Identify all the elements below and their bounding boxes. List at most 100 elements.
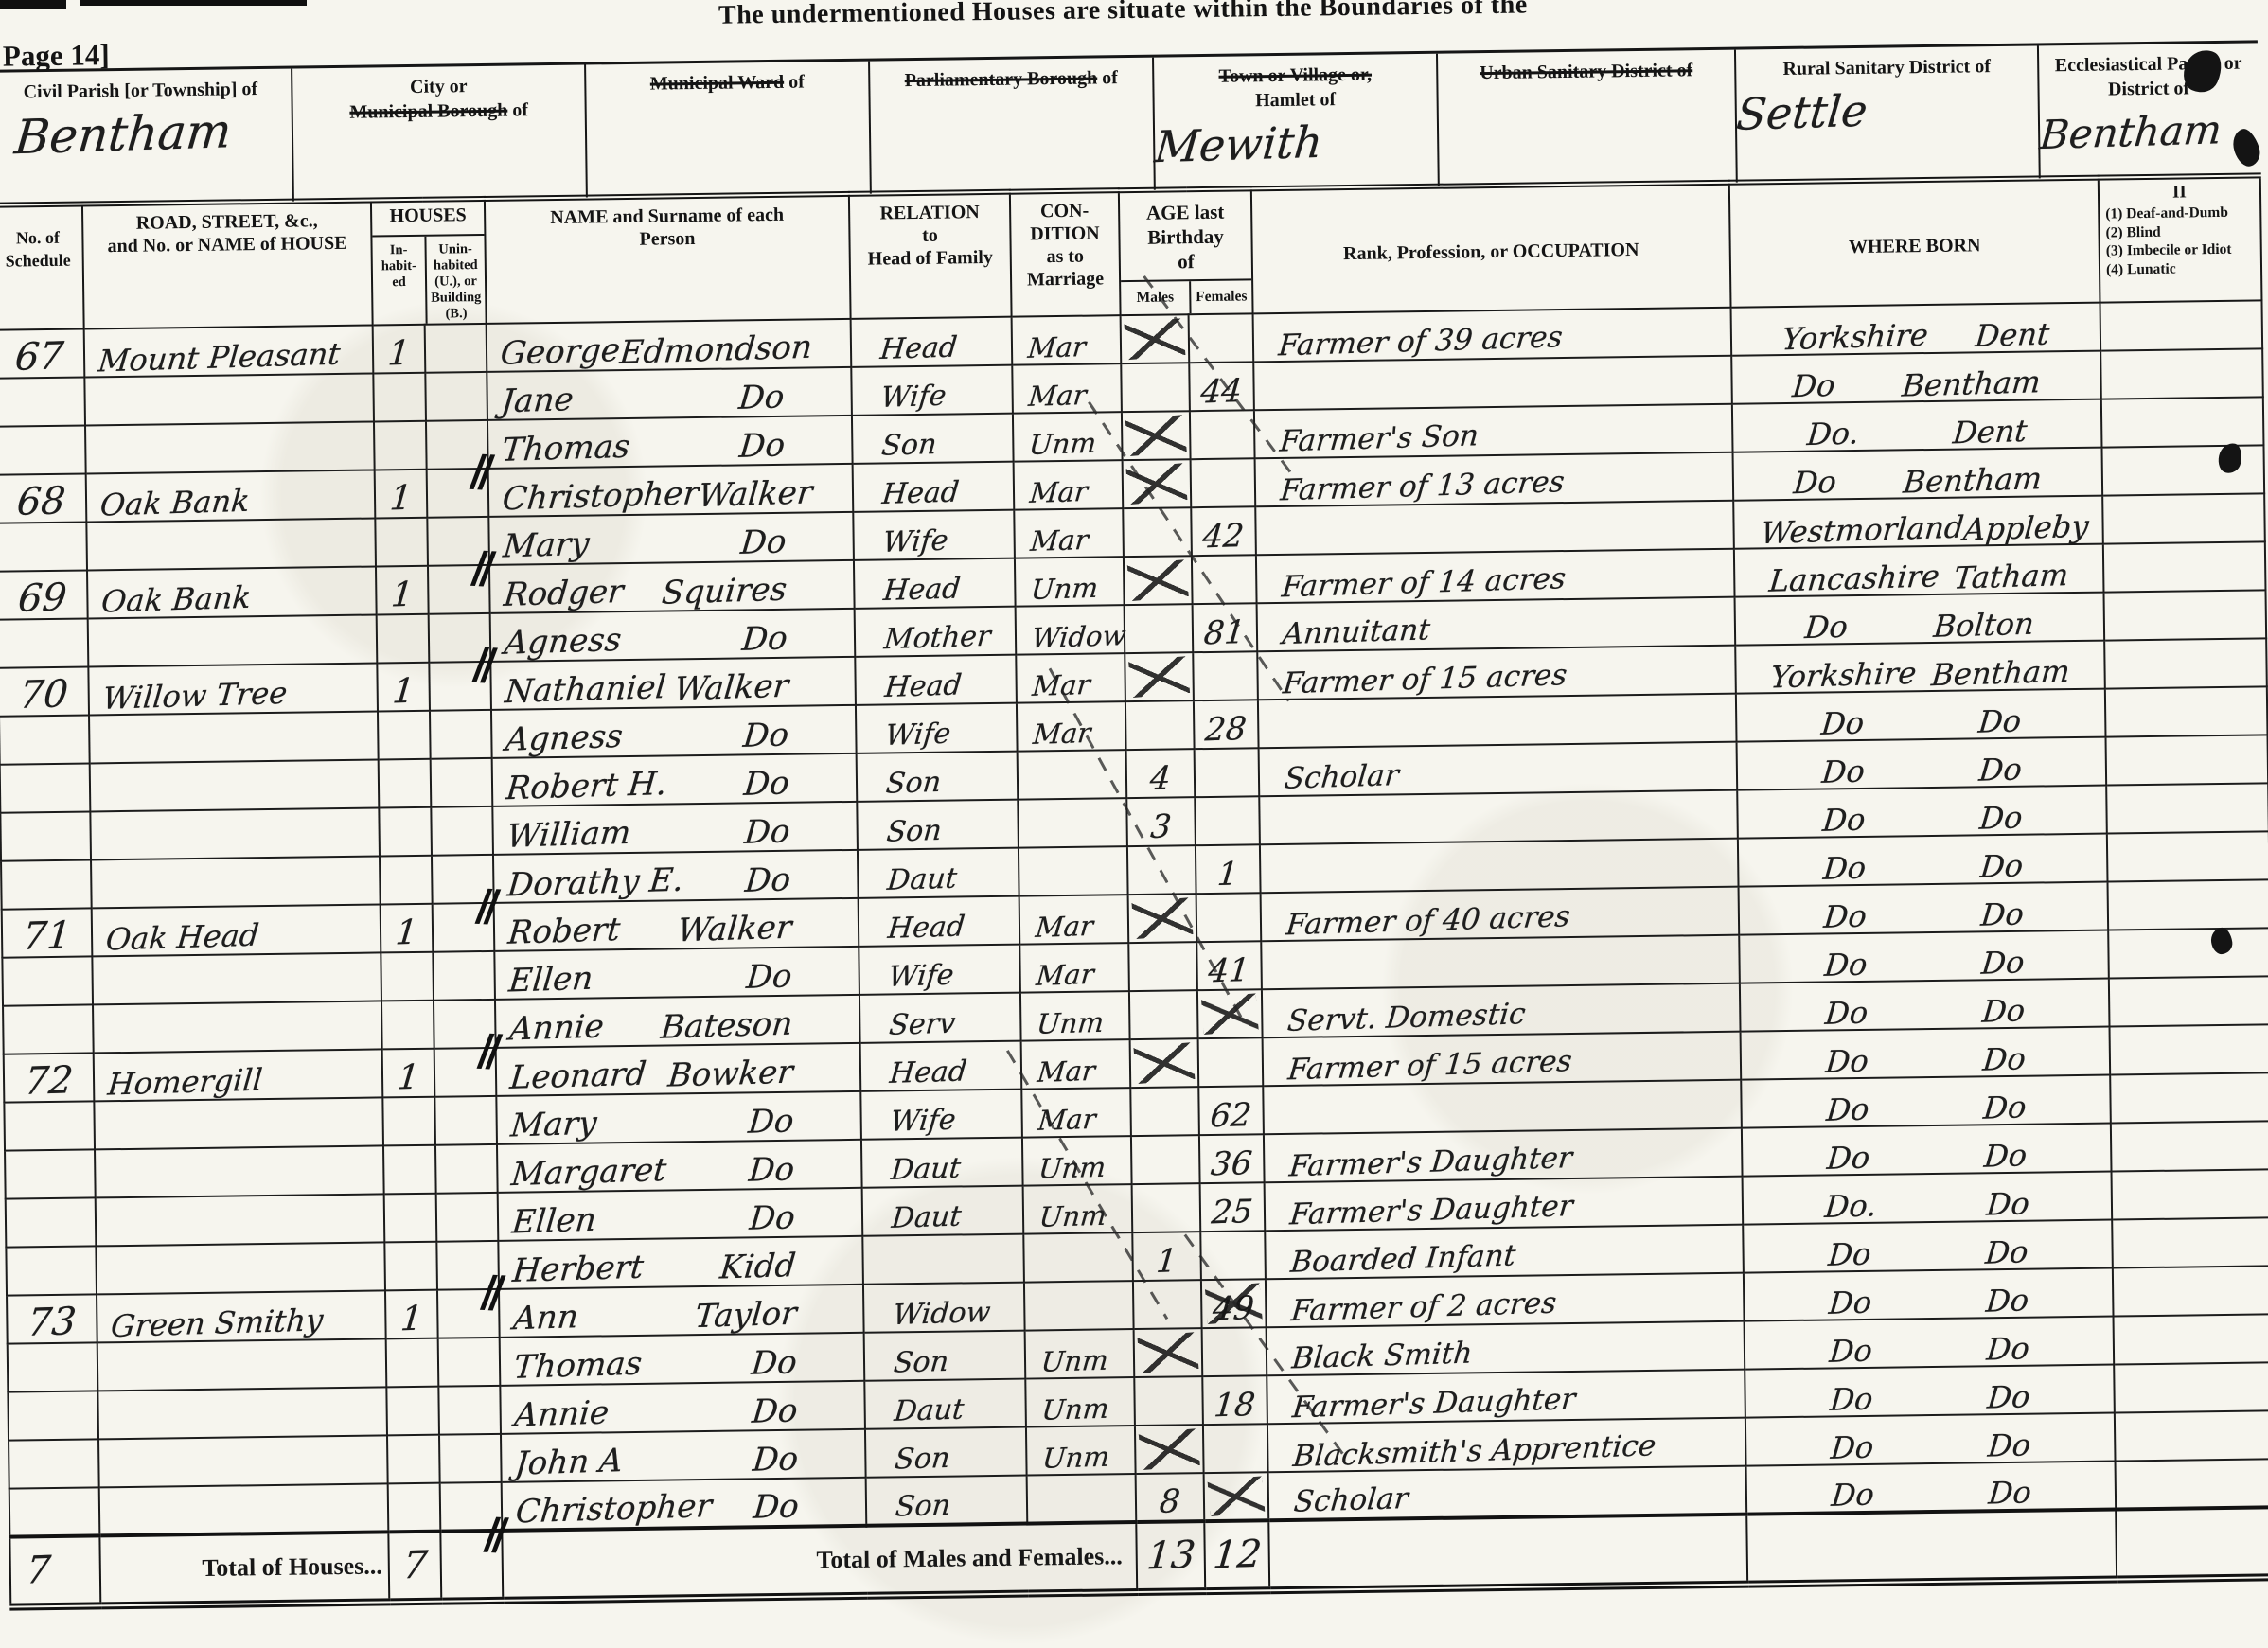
person-forename: Ellen — [510, 1200, 598, 1242]
cell-road — [94, 1097, 383, 1150]
cell-where-born: Do Do — [1745, 1461, 2117, 1515]
cell-blank — [1268, 1514, 1748, 1591]
age-female-value: 81 — [1202, 613, 1248, 653]
cell-condition: Mar — [1014, 508, 1124, 558]
person-forename: Robert — [506, 911, 622, 952]
cell-where-born: Do Bolton — [1734, 592, 2105, 646]
condition-value: Mar — [1035, 957, 1096, 992]
cell-where-born: Do Do — [1745, 1364, 2115, 1418]
infirmity-item: (1) Deaf-and-Dumb — [2105, 204, 2228, 222]
cell-person-name: Ellen Do — [494, 946, 859, 1000]
born-county: Do — [1826, 1235, 1872, 1273]
column-header-occupation: Rank, Profession, or OCCUPATION — [1250, 182, 1731, 314]
cell-person-name: Margaret Do — [497, 1139, 862, 1195]
cell-infirmity — [2110, 1072, 2268, 1124]
header-field-value: Settle — [1734, 84, 1870, 140]
inhabited-mark: 1 — [396, 1057, 421, 1098]
person-name: Robert H. Do — [505, 764, 791, 807]
age-male-value: 1 — [1154, 1242, 1179, 1281]
born-value: Westmorland Appleby — [1759, 508, 2090, 552]
cell-schedule: 69 — [0, 570, 88, 621]
person-surname: Do — [751, 1440, 801, 1480]
cell-schedule — [2, 956, 94, 1006]
column-header-females: Females — [1196, 288, 1248, 306]
person-forename: Thomas — [512, 1344, 645, 1387]
cell-infirmity — [2111, 1169, 2268, 1220]
person-surname: Do — [737, 378, 787, 417]
age-female-value: 42 — [1201, 517, 1247, 557]
relation-value: Head — [886, 910, 966, 946]
person-forename: Margaret — [509, 1151, 668, 1195]
person-name: Ann Taylor — [511, 1295, 799, 1338]
column-header-name: NAME and Surname of each Person — [484, 193, 851, 324]
cell-occupation: Servt. Domestic — [1261, 983, 1741, 1038]
occupation-value: Farmer of 13 acres — [1279, 465, 1567, 508]
cell-infirmity — [2115, 1459, 2268, 1510]
cell-uninhabited — [425, 371, 487, 421]
relation-value — [868, 1277, 893, 1278]
person-name: George Edmondson — [499, 328, 814, 373]
cell-age-female: 18 — [1202, 1375, 1267, 1425]
person-name: Mary Do — [502, 523, 788, 565]
census-table: No. of Schedule ROAD, STREET, &c., and N… — [0, 172, 2268, 1611]
born-county: Westmorland — [1759, 508, 1966, 552]
column-header-where-born: WHERE BORN — [1728, 177, 2100, 308]
condition-value: Unm — [1029, 571, 1100, 606]
person-surname: Walker — [672, 666, 790, 709]
born-value: Do Bentham — [1761, 460, 2075, 501]
cell-where-born: Do Do — [1741, 1123, 2112, 1177]
relation-value: Head — [888, 1054, 968, 1090]
column-header-uninhabited: Unin- habited (U.), or Building (B.) — [431, 241, 482, 322]
cell-footer-left-mark: 7 — [9, 1535, 101, 1607]
column-header-houses: HOUSES In- habit- ed Unin- habited (U.),… — [370, 198, 487, 326]
cell-condition: Mar — [1011, 315, 1122, 365]
cell-person-name: Mary Do — [496, 1090, 861, 1144]
cell-infirmity — [2114, 1410, 2268, 1462]
occupation-value: Annuitant — [1281, 612, 1432, 652]
relation-value: Wife — [887, 958, 956, 994]
cell-infirmity — [2108, 928, 2268, 979]
cell-age-female: 81 — [1192, 603, 1258, 653]
person-name: Robert Walker — [506, 909, 793, 952]
age-group-title: AGE last Birthday of — [1145, 200, 1225, 274]
household-separator-mark: ∕∕ — [479, 1265, 500, 1318]
age-female-value: 25 — [1210, 1193, 1255, 1232]
born-place: Do — [1986, 1426, 2032, 1464]
born-place: Bolton — [1932, 605, 2036, 645]
person-name: Ellen Do — [507, 957, 794, 1000]
person-name: Leonard Bowker — [508, 1054, 795, 1097]
cell-relation: Son — [863, 1330, 1026, 1381]
schedule-number: 67 — [12, 334, 66, 380]
person-surname: Walker — [696, 473, 814, 516]
person-name: Agness Do — [504, 716, 791, 758]
cell-inhabited — [387, 1482, 441, 1533]
cell-age-female — [1188, 313, 1254, 363]
header-field-label: Municipal Ward of — [586, 69, 868, 97]
cell-infirmity — [2100, 300, 2263, 351]
person-name: Annie Do — [513, 1391, 800, 1434]
cell-inhabited — [387, 1434, 440, 1484]
header-field-hamlet: Town or Village or, Hamlet of Mewith — [1153, 53, 1440, 190]
born-county: Yorkshire — [1768, 654, 1919, 696]
person-forename: Ann — [511, 1298, 580, 1338]
cell-inhabited — [373, 372, 426, 422]
cell-relation: Son — [865, 1475, 1028, 1526]
born-county: Do — [1825, 1139, 1871, 1177]
cell-age-male — [1129, 1038, 1199, 1089]
age-strikeout-mark — [1128, 656, 1191, 699]
person-name: Agness Do — [503, 619, 789, 662]
person-surname: Do — [750, 1343, 799, 1383]
person-surname: Do — [741, 716, 791, 755]
cell-occupation: Farmer's Daughter — [1264, 1176, 1744, 1232]
born-place: Do — [1980, 1040, 2028, 1078]
cell-relation: Mother — [854, 606, 1017, 657]
column-header-infirmity: II (1) Deaf-and-Dumb (2) Blind (3) Imbec… — [2098, 175, 2262, 303]
cell-total-houses-label: Total of Houses... — [99, 1532, 390, 1606]
cell-where-born: Do Bentham — [1732, 447, 2103, 501]
age-male-value: 4 — [1148, 759, 1173, 799]
header-field-label-text: Municipal Borough — [349, 99, 508, 123]
person-forename: Christopher — [514, 1487, 714, 1532]
born-place: Do — [1982, 1137, 2029, 1175]
cell-age-female — [1191, 555, 1257, 605]
born-county: Do — [1819, 753, 1867, 790]
